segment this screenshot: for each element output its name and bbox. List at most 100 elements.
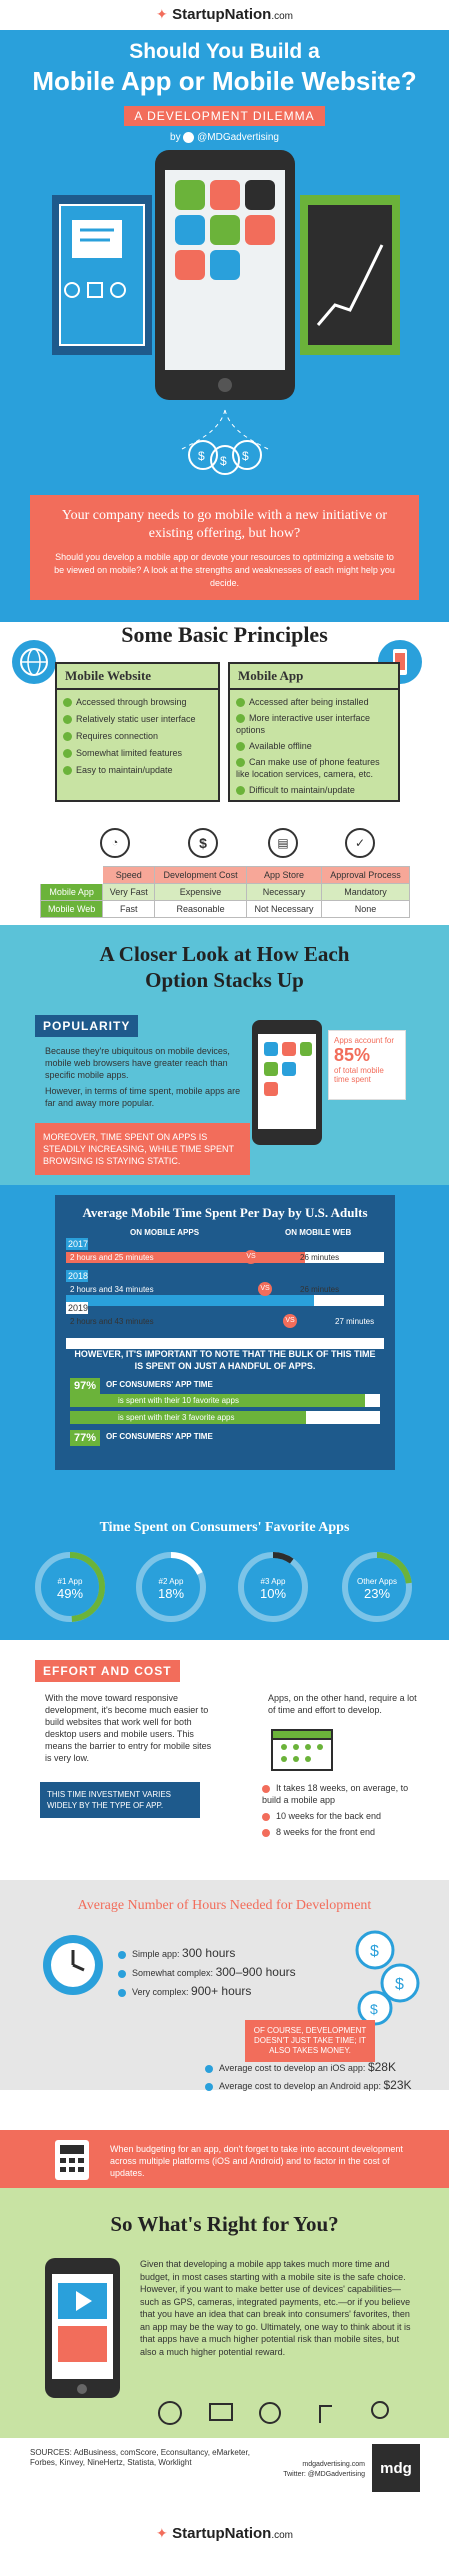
list-item: Very complex: 900+ hours xyxy=(118,1984,296,1998)
time-bar-2019 xyxy=(66,1338,384,1349)
footer-brand-logo: ✦ StartupNation.com xyxy=(155,2525,294,2542)
list-item: Somewhat limited features xyxy=(63,747,212,759)
app-phone-illustration xyxy=(252,1020,322,1145)
footer-contact: mdgadvertising.com Twitter: @MDGadvertis… xyxy=(270,2460,365,2480)
list-item: Available offline xyxy=(236,740,392,752)
year-2018: 2018 xyxy=(66,1270,89,1282)
list-item: Accessed after being installed xyxy=(236,696,392,708)
list-item: Relatively static user interface xyxy=(63,713,212,725)
fav-2: #2 App 18% xyxy=(157,1577,185,1601)
title-line1: Should You Build a xyxy=(129,40,320,63)
list-item: Difficult to maintain/update xyxy=(236,784,392,796)
globe-icon xyxy=(12,640,56,684)
closer-look-title-2: Option Stacks Up xyxy=(145,968,304,992)
avg-time-title: Average Mobile Time Spent Per Day by U.S… xyxy=(82,1205,368,1220)
list-item: It takes 18 weeks, on average, to build … xyxy=(262,1783,409,1805)
intro-body: Should you develop a mobile app or devot… xyxy=(54,552,395,588)
fav-1: #1 App 49% xyxy=(56,1577,84,1601)
stat2-pct: 77% xyxy=(70,1430,100,1446)
ring-arc-1 xyxy=(35,1552,105,1622)
avg-time-note: HOWEVER, IT'S IMPORTANT TO NOTE THAT THE… xyxy=(74,1349,376,1371)
favorites-rings xyxy=(35,1552,412,1622)
list-item: Requires connection xyxy=(63,730,212,742)
clock-icon xyxy=(43,1935,103,1995)
popularity-banner: MOREOVER, TIME SPENT ON APPS IS STEADILY… xyxy=(35,1123,250,1175)
col-apps: ON MOBILE APPS xyxy=(130,1228,200,1237)
approval-icon: ✓ xyxy=(345,828,375,858)
website-principles: Mobile Website Accessed through browsing… xyxy=(55,662,220,802)
time-bar-2017 xyxy=(66,1252,384,1263)
hours-title: Average Number of Hours Needed for Devel… xyxy=(77,1898,372,1913)
svg-text:$: $ xyxy=(198,449,205,463)
right-for-you-body: Given that developing a mobile app takes… xyxy=(140,2259,411,2357)
effort-label: EFFORT AND COST xyxy=(35,1660,180,1682)
hero-illustration: $ $ $ xyxy=(52,150,400,475)
effort-right-text: Apps, on the other hand, require a lot o… xyxy=(268,1693,417,1715)
effort-left-text: With the move toward responsive developm… xyxy=(45,1693,212,1763)
sources: SOURCES: AdBusiness, comScore, Econsulta… xyxy=(30,2448,250,2467)
list-item: More interactive user interface options xyxy=(236,713,371,735)
fav-3: #3 App 10% xyxy=(259,1577,287,1601)
fav-4: Other Apps 23% xyxy=(356,1577,398,1601)
brand-logo: ✦ StartupNation.com xyxy=(155,6,294,23)
popularity-para1: Because they're ubiquitous on mobile dev… xyxy=(45,1046,230,1080)
stat-bar-10 xyxy=(70,1394,380,1407)
table-row: Mobile App Very Fast Expensive Necessary… xyxy=(39,883,410,901)
footer-twitter: Twitter: @MDGadvertising xyxy=(283,2471,365,2478)
twitter-icon xyxy=(183,132,195,143)
apps-callout: Apps account for 85% of total mobile tim… xyxy=(328,1030,406,1100)
calendar-icon xyxy=(271,1729,333,1771)
list-item: 10 weeks for the back end xyxy=(262,1810,427,1822)
store-icon: ▤ xyxy=(268,828,298,858)
svg-text:$: $ xyxy=(370,1943,379,1960)
speedometer-icon: ◔ xyxy=(100,828,130,858)
website-principles-title: Mobile Website xyxy=(57,664,218,690)
hours-list: Simple app: 300 hours Somewhat complex: … xyxy=(118,1946,296,1998)
app-principles-title: Mobile App xyxy=(230,664,398,690)
android-cost: Average cost to develop an Android app: … xyxy=(205,2078,412,2092)
year-2019: 2019 xyxy=(66,1302,89,1314)
ring-arc-3 xyxy=(238,1552,308,1622)
subtitle-pill: A DEVELOPMENT DILEMMA xyxy=(124,106,325,126)
intro-heading: Your company needs to go mobile with a n… xyxy=(61,508,388,541)
stat-bar-3 xyxy=(70,1411,380,1424)
title-line2: Mobile App or Mobile Website? xyxy=(32,66,417,96)
mdg-logo: mdg xyxy=(372,2444,420,2492)
favorites-title: Time Spent on Consumers' Favorite Apps xyxy=(99,1520,350,1535)
dollar-icon: $ xyxy=(188,828,218,858)
svg-text:$: $ xyxy=(370,2001,378,2017)
time-bar-2018 xyxy=(66,1295,384,1306)
budget-text: When budgeting for an app, don't forget … xyxy=(110,2144,403,2178)
byline: by @MDGadvertising xyxy=(170,132,279,144)
coins-icon: $ $ $ xyxy=(355,1930,420,2026)
ios-cost: Average cost to develop an iOS app: $28K xyxy=(205,2060,396,2074)
footer-site-link[interactable]: mdgadvertising.com xyxy=(302,2461,365,2468)
svg-text:$: $ xyxy=(395,1976,404,1993)
app-principles: Mobile App Accessed after being installe… xyxy=(228,662,400,802)
popularity-para2: However, in terms of time spent, mobile … xyxy=(45,1086,241,1108)
hours-banner: OF COURSE, DEVELOPMENT DOESN'T JUST TAKE… xyxy=(245,2020,375,2062)
ring-arc-4 xyxy=(342,1552,412,1622)
table-row: Speed Development Cost App Store Approva… xyxy=(39,866,410,884)
intro-box: Your company needs to go mobile with a n… xyxy=(30,495,419,600)
apps-callout-pct: 85% xyxy=(334,1045,371,1065)
avg-time-panel xyxy=(55,1195,395,1470)
list-item: Simple app: 300 hours xyxy=(118,1946,296,1960)
feature-icons-row xyxy=(158,2401,389,2425)
stat1-pct: 97% xyxy=(70,1378,100,1394)
svg-text:$: $ xyxy=(242,449,249,463)
effort-list: It takes 18 weeks, on average, to build … xyxy=(262,1782,427,1838)
list-item: Easy to maintain/update xyxy=(63,764,212,776)
year-2017: 2017 xyxy=(66,1238,89,1250)
calculator-icon xyxy=(55,2140,89,2180)
top-bar xyxy=(0,0,449,30)
principles-title: Some Basic Principles xyxy=(121,622,328,647)
popularity-label: POPULARITY xyxy=(35,1015,139,1037)
col-web: ON MOBILE WEB xyxy=(285,1228,352,1237)
list-item: Can make use of phone features like loca… xyxy=(236,757,380,779)
closer-look-title-1: A Closer Look at How Each xyxy=(99,942,350,966)
comparison-table: Speed Development Cost App Store Approva… xyxy=(39,866,410,918)
twitter-handle: @MDGadvertising xyxy=(197,132,279,144)
ring-arc-2 xyxy=(136,1552,206,1622)
list-item: 8 weeks for the front end xyxy=(262,1826,427,1838)
